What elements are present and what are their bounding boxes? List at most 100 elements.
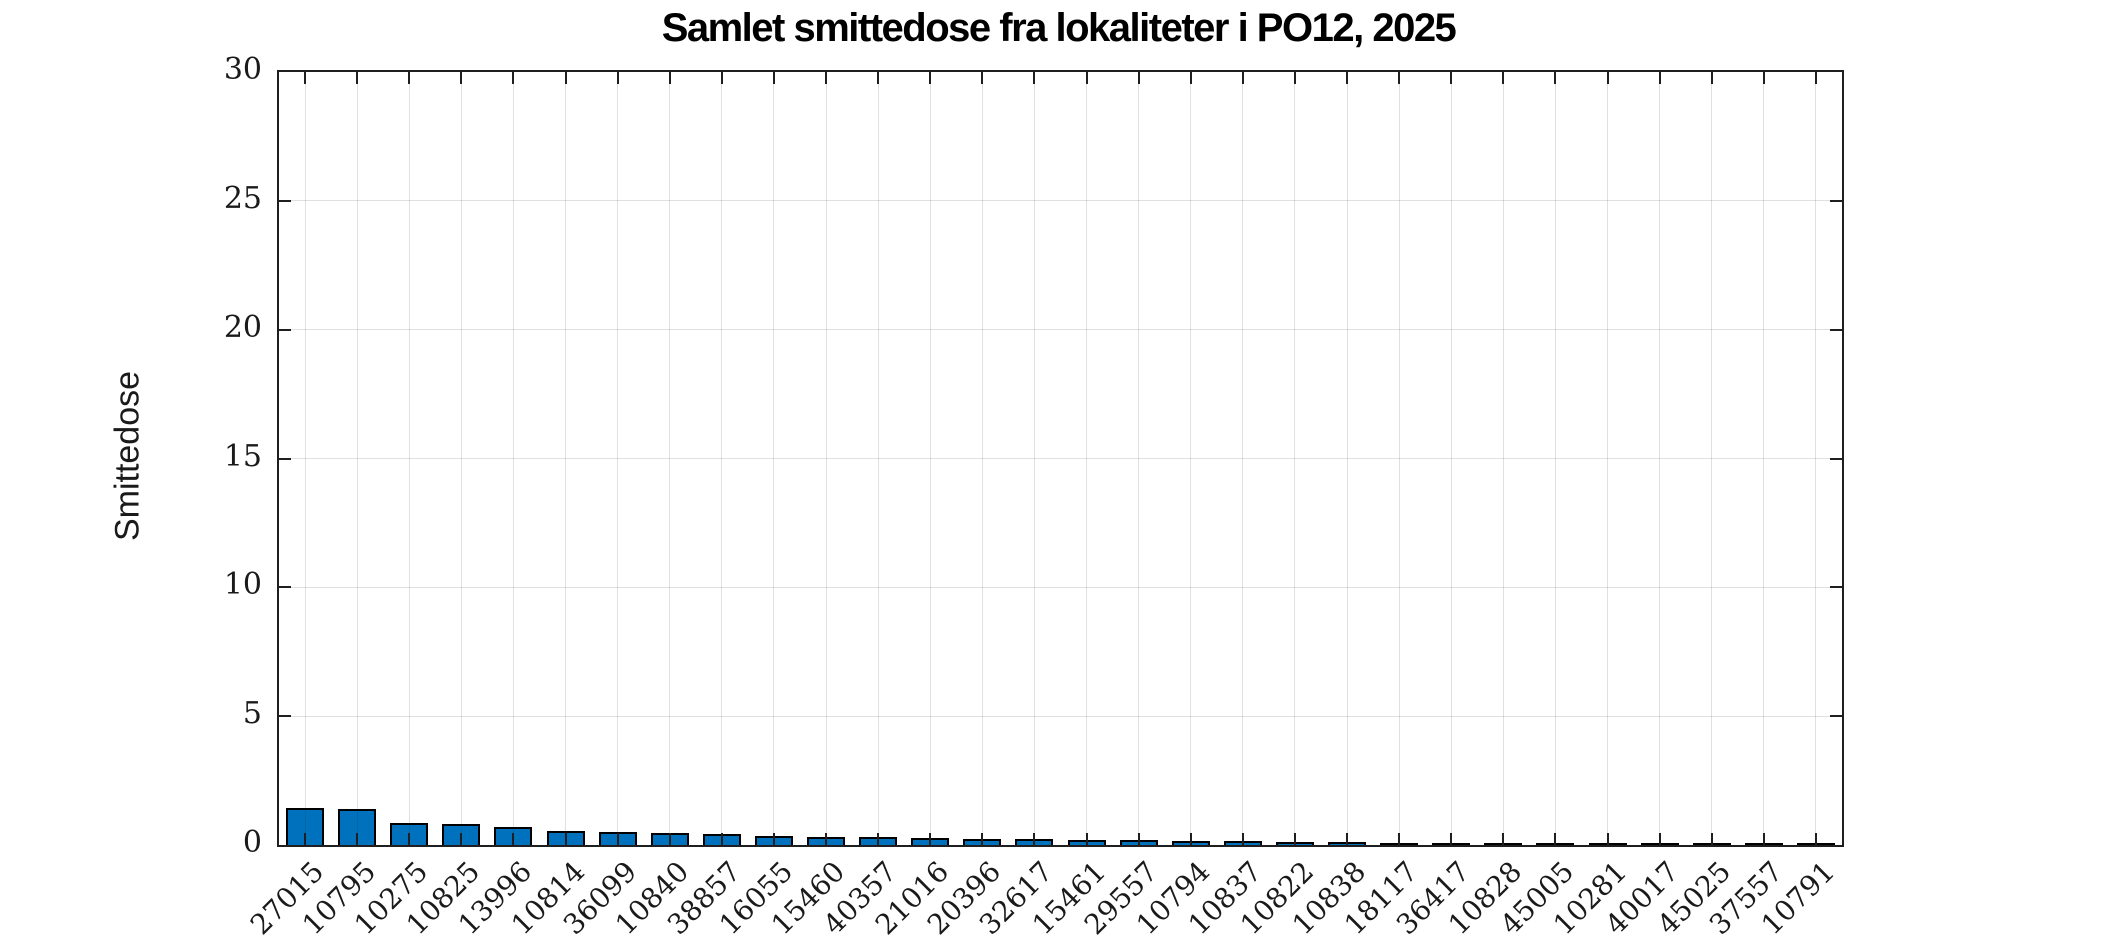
x-axis-tick [772,833,775,845]
x-axis-tick [1137,833,1140,845]
y-gridline [279,458,1842,459]
x-gridline [1242,72,1244,845]
x-axis-tick [1658,72,1661,84]
x-gridline [669,72,671,845]
x-axis-tick [1189,72,1192,84]
plot-area [277,70,1844,847]
x-axis-tick [1554,833,1557,845]
x-axis-tick [1189,833,1192,845]
x-axis-tick [1033,833,1036,845]
y-tick-label: 5 [242,696,262,732]
y-axis-tick [279,457,291,460]
y-tick-label: 20 [223,309,262,345]
x-gridline [356,72,358,845]
bar [338,809,377,845]
x-gridline [1659,72,1661,845]
y-gridline [279,200,1842,202]
y-axis-tick [279,715,291,718]
x-axis-tick [1085,72,1088,84]
chart-title: Samlet smittedose fra lokaliteter i PO12… [661,6,1457,50]
x-axis-tick [1241,833,1244,845]
x-gridline [1711,72,1713,845]
x-axis-tick [1033,72,1036,84]
x-axis-tick [720,72,723,84]
x-axis-tick [720,833,723,845]
y-axis-tick [1830,586,1842,589]
x-gridline [1346,72,1348,845]
x-gridline [565,72,567,845]
x-axis-tick [1398,72,1401,84]
y-tick-label: 30 [223,52,262,87]
x-gridline [721,72,723,845]
x-axis-tick [1293,833,1296,845]
y-axis-tick [1830,715,1842,718]
x-axis-tick [929,72,932,84]
x-gridline [304,72,306,845]
y-axis-tick [279,328,291,331]
x-gridline [1086,72,1088,845]
x-gridline [825,72,827,845]
x-gridline [1815,72,1817,845]
y-axis-tick [1830,457,1842,460]
x-axis-tick [616,72,619,84]
x-axis-tick [877,833,880,845]
x-axis-tick [1658,833,1661,845]
y-gridline [279,329,1842,331]
x-axis-tick [1710,833,1713,845]
y-axis-tick [279,586,291,589]
x-gridline [1607,72,1609,845]
x-gridline [773,72,775,845]
x-axis-tick [1762,833,1765,845]
x-gridline [1138,72,1140,845]
x-axis-tick [616,833,619,845]
x-axis-tick [1085,833,1088,845]
x-axis-tick [1137,72,1140,84]
x-gridline [1502,72,1504,845]
x-axis-tick [1293,72,1296,84]
y-axis-tick [1830,199,1842,202]
x-gridline [512,72,514,845]
x-gridline [1294,72,1296,845]
x-axis-tick [981,72,984,84]
x-axis-tick [356,72,359,84]
x-axis-tick [1346,72,1349,84]
x-axis-tick [772,72,775,84]
x-axis-tick [825,833,828,845]
y-axis-tick [1830,328,1842,331]
x-axis-tick [564,72,567,84]
x-axis-tick [1606,833,1609,845]
x-gridline [1398,72,1400,845]
x-axis-tick [1814,833,1817,845]
x-axis-tick [408,833,411,845]
x-gridline [617,72,619,845]
x-axis-tick [1606,72,1609,84]
x-gridline [460,72,462,845]
x-gridline [877,72,879,845]
x-axis-tick [1398,833,1401,845]
x-axis-tick [1450,833,1453,845]
y-gridline [279,586,1842,588]
x-axis-tick [668,833,671,845]
x-gridline [981,72,983,845]
x-axis-tick [1554,72,1557,84]
x-axis-tick [356,833,359,845]
y-tick-label: 25 [223,180,262,216]
x-axis-tick [1346,833,1349,845]
x-gridline [1190,72,1192,845]
x-axis-tick [1710,72,1713,84]
bar [286,807,325,845]
x-axis-tick [825,72,828,84]
x-gridline [1554,72,1556,845]
x-axis-tick [304,72,307,84]
x-axis-tick [564,833,567,845]
y-tick-label: 0 [242,825,262,860]
y-tick-label: 10 [223,567,262,603]
x-gridline [408,72,410,845]
x-axis-tick [1450,72,1453,84]
x-axis-tick [877,72,880,84]
x-axis-tick [408,72,411,84]
x-axis-tick [1502,833,1505,845]
x-axis-tick [1502,72,1505,84]
x-axis-tick [1814,72,1817,84]
